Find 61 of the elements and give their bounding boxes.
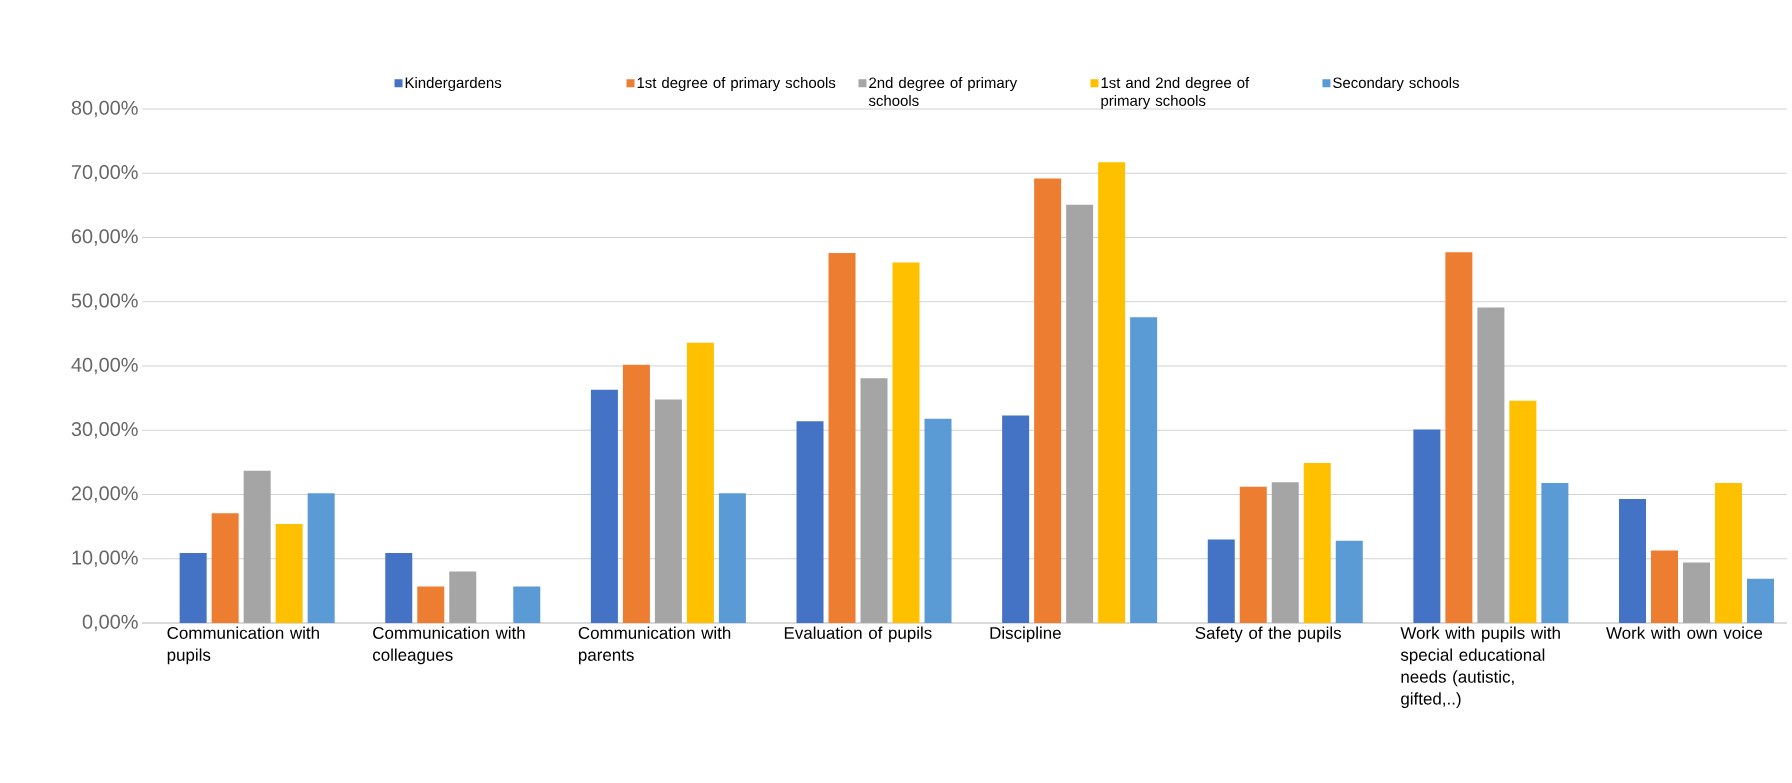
bar (718, 493, 746, 623)
x-tick-label: Safety of the pupils (1195, 626, 1341, 643)
bar (828, 252, 856, 623)
x-tick-label: Work with own voice (1606, 626, 1763, 639)
x-tick-label: Work with pupils with special educational needs (autistic, gifted,..) (1400, 626, 1560, 709)
bar (1683, 562, 1710, 623)
x-tick-label: Communication with pupils (167, 626, 319, 665)
bar (1651, 550, 1678, 623)
bar (1303, 463, 1331, 623)
y-tick-label: 20,00% (71, 486, 138, 503)
bar (892, 262, 920, 623)
bar (1207, 539, 1235, 623)
bar (1098, 162, 1126, 623)
legend-label: 1st degree of primary schools (637, 77, 836, 91)
bar (449, 571, 477, 623)
bar (1066, 204, 1094, 623)
bar (1445, 252, 1473, 623)
x-tick-label: Discipline (990, 626, 1061, 643)
legend-label: 2nd degree of primary schools (868, 77, 1018, 106)
x-tick-label: Evaluation of pupils (784, 626, 932, 643)
bar (1002, 415, 1030, 623)
bar (1335, 540, 1363, 623)
bar (590, 389, 618, 623)
y-tick-label: 80,00% (71, 100, 138, 118)
bar (1747, 578, 1774, 623)
y-tick-label: 60,00% (71, 229, 138, 246)
bar (924, 418, 952, 623)
bar (243, 470, 271, 623)
y-tick-label: 10,00% (72, 550, 138, 567)
legend-label: Secondary schools (1333, 77, 1459, 91)
bar (1619, 499, 1646, 623)
bar (1541, 482, 1569, 623)
y-tick-label: 0,00% (82, 614, 138, 632)
y-tick-label: 30,00% (71, 422, 138, 439)
bar (1413, 429, 1441, 623)
bar (179, 552, 207, 623)
bar (1715, 482, 1742, 623)
legend-label: 1st and 2nd degree of primary schools (1101, 77, 1250, 109)
bar (1271, 482, 1299, 623)
bar (513, 586, 541, 623)
bar (796, 421, 824, 623)
bar (1509, 400, 1537, 623)
bar (1477, 307, 1505, 623)
bar (860, 378, 888, 623)
bar (622, 364, 650, 623)
bar (417, 586, 445, 623)
bar (654, 399, 682, 623)
x-tick-label: Communication with parents (578, 626, 731, 665)
x-tick-label: Communication with colleagues (372, 626, 525, 665)
bar (1130, 317, 1158, 623)
bar (1239, 486, 1267, 623)
bar (385, 552, 413, 623)
y-tick-label: 50,00% (71, 293, 138, 310)
legend-label: Kindergardens (405, 77, 502, 91)
bar (307, 493, 335, 623)
bar (275, 524, 303, 623)
bar (686, 342, 714, 623)
y-tick-label: 40,00% (71, 357, 138, 375)
bar (1034, 178, 1062, 623)
y-tick-label: 70,00% (71, 165, 138, 182)
bar (211, 513, 239, 623)
